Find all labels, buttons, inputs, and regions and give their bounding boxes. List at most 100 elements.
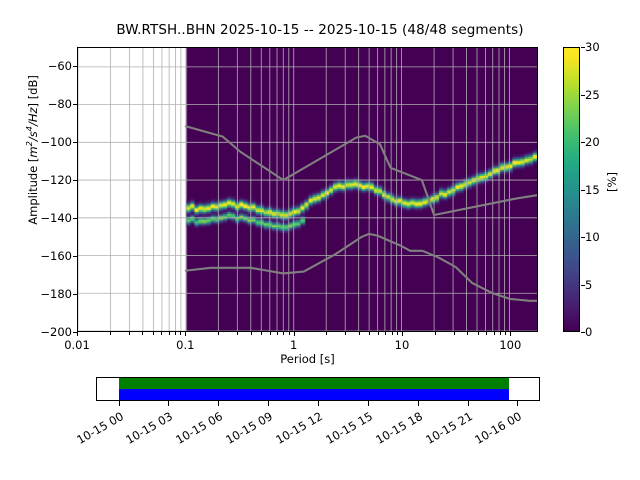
y-axis-ticks: −60 −80 −100 −120 −140 −160 −180 −200 [8,47,77,339]
x-axis-tick-label: 1 [290,338,298,352]
y-axis-tick-label: −160 [40,249,72,263]
x-axis-minor-tick-mark [391,332,393,335]
x-axis-minor-tick-mark [486,332,488,335]
y-axis-tick-mark [73,104,77,105]
x-axis-minor-tick-mark [174,332,176,335]
colorbar-gradient [564,48,579,331]
x-axis-minor-tick-mark [326,332,328,335]
y-axis-tick-mark [73,218,77,219]
timeline-tick-mark [268,401,270,406]
timeline-coverage-axes[interactable] [96,377,540,401]
y-axis-tick-mark [73,332,77,333]
colorbar-tick-label: 20 [585,135,600,149]
x-axis-minor-tick-mark [369,332,371,335]
x-axis-minor-tick-mark [152,332,154,335]
timeline-tick-label: 10-15 21 [422,409,475,447]
x-axis-minor-tick-mark [269,332,271,335]
colorbar-tick-mark [581,47,585,48]
x-axis-minor-tick-mark [261,332,263,335]
timeline-tick-mark [168,401,170,406]
timeline-tick-label: 10-16 00 [472,409,525,447]
colorbar-tick-mark [581,284,585,286]
colorbar-tick-mark [581,94,585,96]
colorbar-tick-label: 10 [585,230,600,244]
timeline-tick-label: 10-15 12 [273,409,325,447]
timeline-tick-mark [467,401,469,406]
y-axis-tick-label: −120 [40,173,72,187]
peterson-noise-model-curves [184,125,537,302]
x-axis-minor-tick-mark [499,332,501,335]
x-axis-ticks: 0.01 0.1 1 10 100 [64,332,538,362]
colorbar-tick-mark [581,332,585,333]
timeline-tick-label: 10-15 03 [123,409,176,447]
ppsd-clip [78,48,537,331]
colorbar-tick-label: 15 [585,182,600,197]
x-axis-tick-label: 10 [394,338,410,352]
timeline-tick-mark [318,401,319,406]
x-axis-tick-mark [293,332,295,336]
timeline-tick-label: 10-15 06 [173,409,226,447]
x-axis-tick-label: 0.1 [176,338,195,352]
x-axis-tick-mark [77,332,78,336]
x-axis-tick-label: 0.01 [64,338,90,352]
colorbar-ticks: 0 5 10 15 20 25 30 [563,40,623,339]
page-title: BW.RTSH..BHN 2025-10-15 -- 2025-10-15 (4… [116,22,524,38]
timeline-tick-label: 10-15 09 [223,409,276,447]
x-axis-minor-tick-mark [142,332,144,335]
x-axis-minor-tick-mark [237,332,239,335]
x-axis-minor-tick-mark [128,332,130,335]
x-axis-minor-tick-mark [288,332,290,335]
colorbar-tick-mark [581,142,585,143]
y-axis-tick-label: −100 [40,135,72,149]
ppsd-plot-area[interactable] [77,47,538,332]
x-axis-tick-mark [185,332,187,336]
y-axis-tick-mark [73,294,77,295]
data-available-bar [118,378,510,389]
colorbar-tick-label: 30 [585,40,600,54]
x-axis-minor-tick-mark [161,332,163,335]
timeline-tick-label: 10-15 00 [73,409,126,447]
x-axis-tick-mark [402,332,403,336]
x-axis-minor-tick-mark [358,332,360,335]
colorbar-label: [%] [605,172,619,192]
x-axis-tick-mark [510,332,512,336]
timeline-tick-mark [417,401,419,406]
x-axis-minor-tick-mark [453,332,455,335]
y-axis-tick-mark [73,66,77,67]
y-axis-tick-mark [73,256,77,257]
x-axis-minor-tick-mark [493,332,495,335]
y-axis-tick-label: −60 [47,59,72,73]
x-axis-minor-tick-mark [250,332,252,335]
plot-gridlines [78,48,537,331]
timeline-tick-label: 10-15 15 [323,409,375,447]
colorbar[interactable] [563,47,580,332]
y-axis-tick-label: −200 [40,325,72,339]
x-axis-minor-tick-mark [434,332,436,335]
data-used-bar [118,389,510,400]
x-axis-minor-tick-mark [477,332,479,335]
colorbar-tick-mark [581,189,585,191]
x-axis-tick-label: 100 [499,338,522,352]
y-axis-tick-label: −80 [47,97,72,111]
y-axis-tick-mark [73,142,77,143]
x-axis-label: Period [s] [280,352,335,366]
colorbar-tick-label: 5 [585,277,593,292]
x-axis-minor-tick-mark [168,332,170,335]
colorbar-tick-label: 25 [585,87,600,102]
x-axis-minor-tick-mark [217,332,219,335]
timeline-tick-label: 10-15 18 [372,409,425,447]
x-axis-minor-tick-mark [385,332,387,335]
ppsd-density-heatmap [78,48,537,331]
x-axis-minor-tick-mark [505,332,507,335]
x-axis-minor-tick-mark [377,332,379,335]
timeline-clip [97,378,539,400]
y-axis-tick-label: −140 [40,211,72,225]
x-axis-minor-tick-mark [467,332,469,335]
x-axis-minor-tick-mark [180,332,182,335]
x-axis-minor-tick-mark [276,332,278,335]
timeline-tick-mark [218,401,220,406]
colorbar-tick-label: 0 [585,325,593,339]
y-axis-tick-mark [73,180,77,181]
timeline-tick-mark [367,401,369,406]
